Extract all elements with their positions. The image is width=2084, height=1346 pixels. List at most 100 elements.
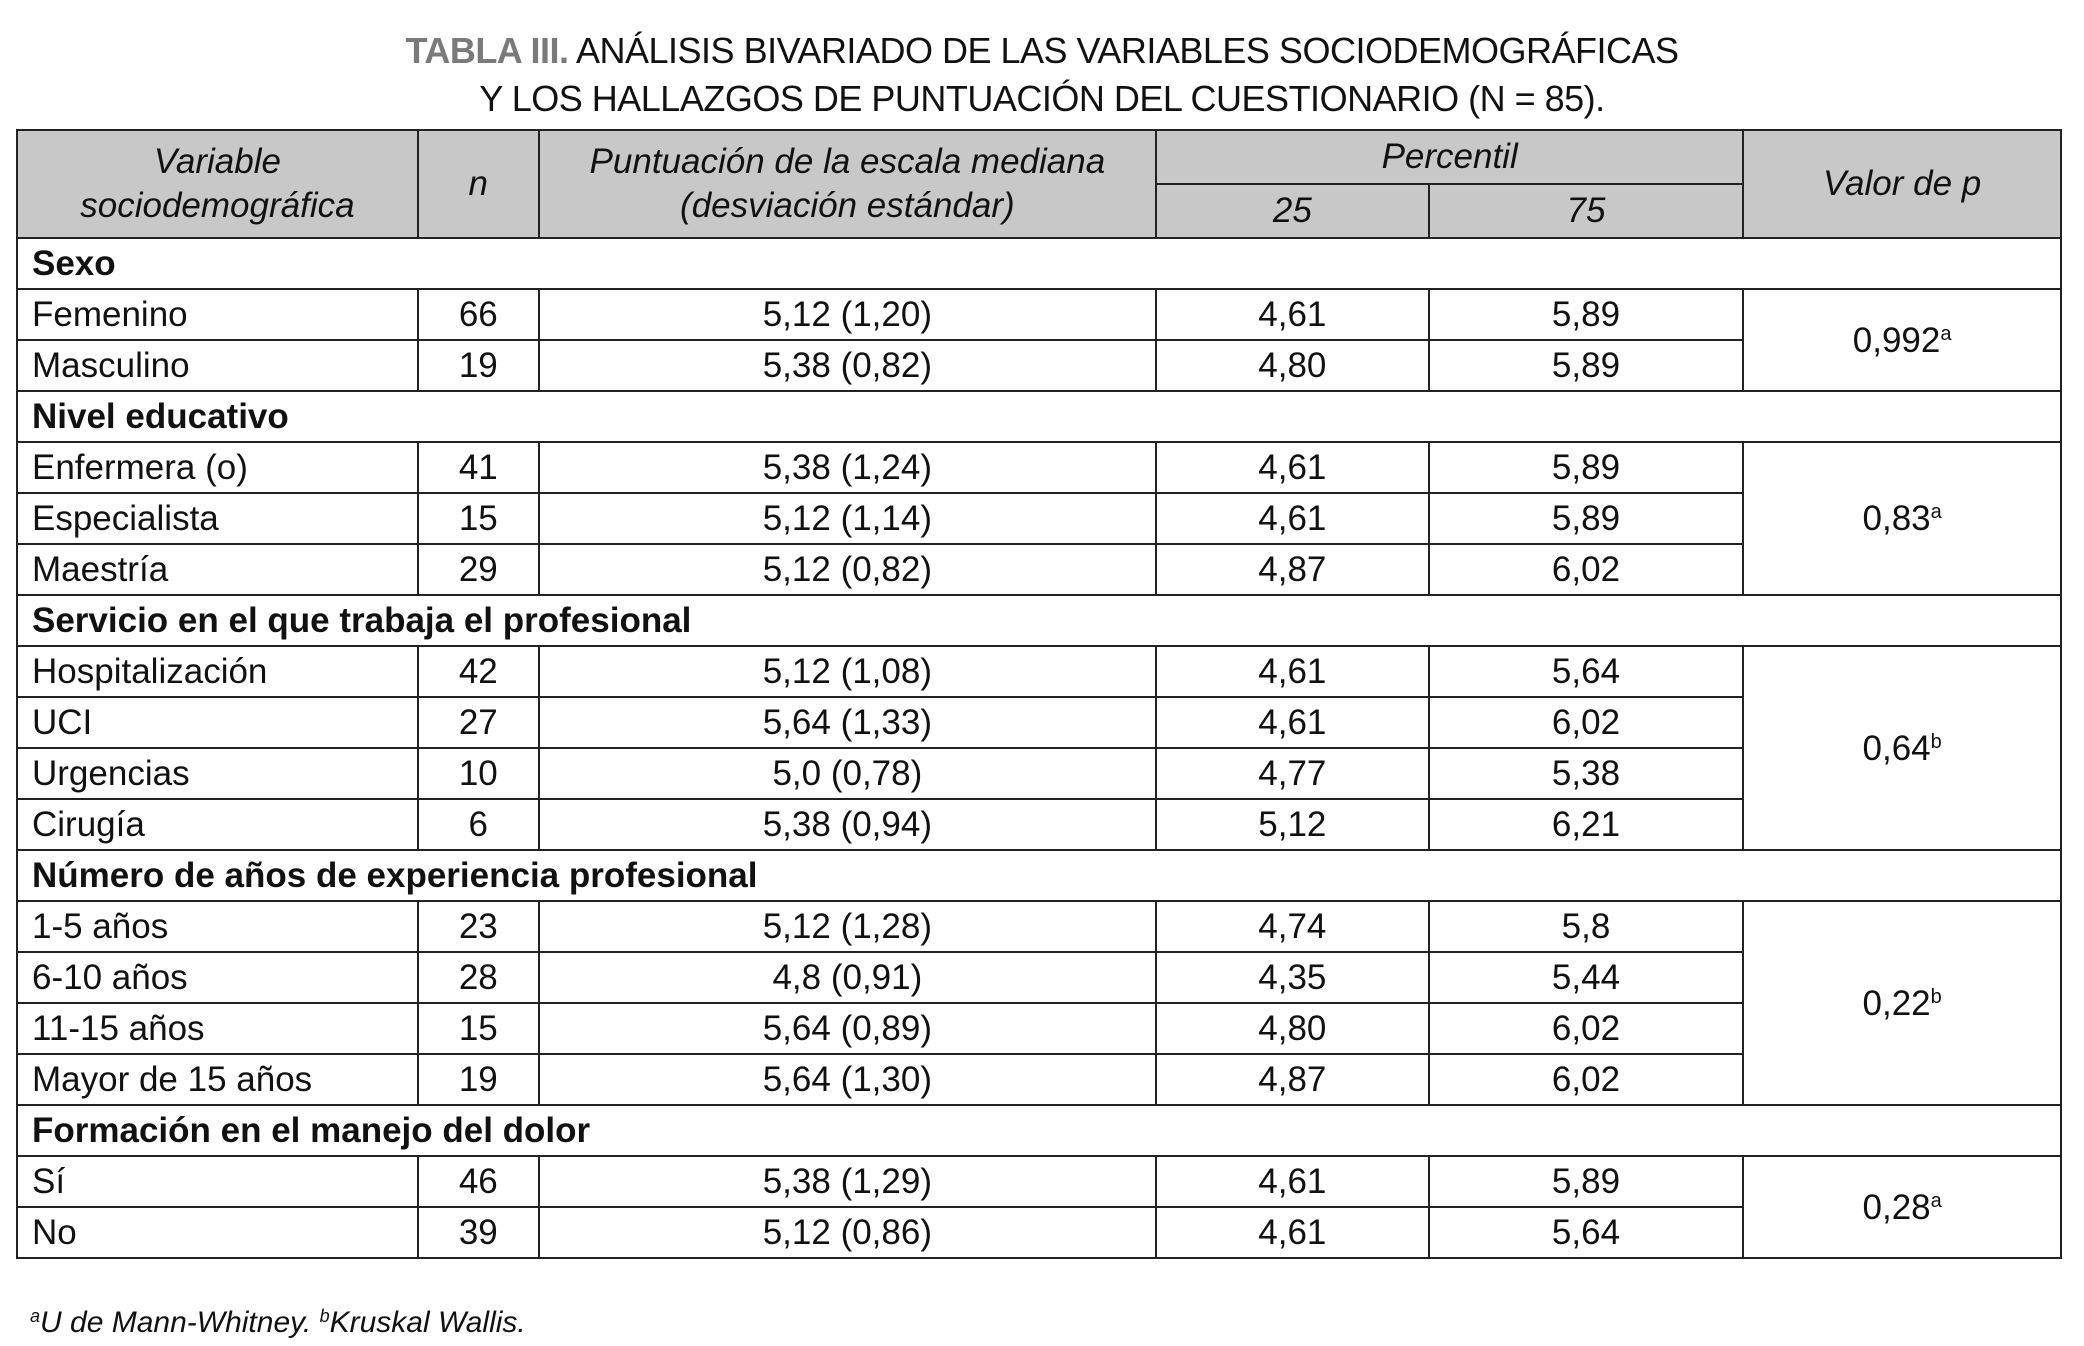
cell-p75: 6,02 (1427, 1053, 1745, 1106)
cell-p75: 5,8 (1427, 900, 1745, 953)
cell-n: 27 (416, 696, 540, 749)
cell-p75: 6,02 (1427, 543, 1745, 596)
cell-score: 5,38 (0,94) (537, 798, 1158, 851)
table-row: 11-15 años 15 5,64 (0,89) 4,80 6,02 (16, 1002, 2061, 1055)
data-table: Variable sociodemográfica n Puntuación d… (16, 129, 2062, 1259)
cell-n: 6 (416, 798, 540, 851)
cell-p25: 4,80 (1155, 339, 1430, 392)
table-row: Sí 46 5,38 (1,29) 4,61 5,89 0,28a (16, 1155, 2062, 1259)
cell-n: 23 (416, 900, 540, 953)
cell-p25: 4,35 (1155, 951, 1430, 1004)
cell-n: 15 (416, 1002, 540, 1055)
pvalue-text: 0,992 (1852, 320, 1941, 360)
cell-n: 28 (416, 951, 540, 1004)
cell-p25: 4,61 (1155, 1206, 1430, 1259)
cell-p75: 5,38 (1427, 747, 1745, 800)
cell-p25: 4,61 (1155, 492, 1430, 545)
pvalue-test-mark: a (1930, 1189, 1942, 1212)
cell-p75: 5,44 (1427, 951, 1745, 1004)
table-row: Maestría 29 5,12 (0,82) 4,87 6,02 (16, 543, 2061, 596)
cell-score: 5,12 (1,08) (537, 645, 1158, 698)
title-text: ANÁLISIS BIVARIADO DE LAS VARIABLES SOCI… (576, 30, 1679, 71)
cell-p75: 5,89 (1427, 441, 1745, 494)
header-variable: Variable sociodemográfica (16, 129, 419, 239)
cell-score: 5,12 (1,28) (537, 900, 1158, 953)
cell-score: 5,12 (0,86) (537, 1206, 1158, 1259)
cell-p75: 5,64 (1427, 1206, 1745, 1259)
cell-variable: UCI (16, 696, 419, 749)
footnote-a-mark: a (30, 1306, 41, 1326)
cell-n: 41 (416, 441, 540, 494)
pvalue-test-mark: a (1940, 322, 1952, 345)
cell-n: 39 (416, 1206, 540, 1259)
cell-p75: 6,02 (1427, 696, 1745, 749)
section-title: Nivel educativo (16, 390, 2062, 443)
cell-pvalue: 0,64b (1742, 645, 2062, 851)
header-score: Puntuación de la escala mediana (desviac… (537, 129, 1158, 239)
section-row: Nivel educativo (16, 390, 2062, 443)
cell-score: 5,12 (0,82) (537, 543, 1158, 596)
cell-variable: No (16, 1206, 419, 1259)
cell-variable: Urgencias (16, 747, 419, 800)
table-title-line1: TABLA III. ANÁLISIS BIVARIADO DE LAS VAR… (0, 28, 2084, 74)
footnote-b-mark: b (319, 1306, 330, 1326)
header-pvalue: Valor de p (1742, 129, 2062, 239)
table-row: Cirugía 6 5,38 (0,94) 5,12 6,21 (16, 798, 2061, 851)
section-title: Número de años de experiencia profesiona… (16, 849, 2062, 902)
cell-variable: Hospitalización (16, 645, 419, 698)
cell-p25: 4,74 (1155, 900, 1430, 953)
cell-score: 5,38 (1,24) (537, 441, 1158, 494)
cell-score: 5,64 (1,33) (537, 696, 1158, 749)
cell-p25: 4,61 (1155, 441, 1430, 494)
table-row: Enfermera (o) 41 5,38 (1,24) 4,61 5,89 0,83a (16, 441, 2062, 596)
cell-variable: Enfermera (o) (16, 441, 419, 494)
cell-n: 15 (416, 492, 540, 545)
header-p25: 25 (1155, 183, 1430, 239)
header-n: n (416, 129, 540, 239)
section-row: Número de años de experiencia profesiona… (16, 849, 2062, 902)
table-row: Mayor de 15 años 19 5,64 (1,30) 4,87 6,02 (16, 1053, 2061, 1106)
pvalue-test-mark: b (1930, 985, 1942, 1008)
pvalue-text: 0,22 (1862, 983, 1931, 1023)
pvalue-test-mark: b (1930, 730, 1942, 753)
cell-variable: Maestría (16, 543, 419, 596)
cell-pvalue: 0,992a (1742, 288, 2062, 392)
table-row: Hospitalización 42 5,12 (1,08) 4,61 5,64 0,64… (16, 645, 2062, 851)
cell-p75: 5,64 (1427, 645, 1745, 698)
header-p75: 75 (1427, 183, 1745, 239)
cell-pvalue: 0,83a (1742, 441, 2062, 596)
cell-n: 19 (416, 339, 540, 392)
cell-score: 5,64 (0,89) (537, 1002, 1158, 1055)
cell-p25: 4,61 (1155, 696, 1430, 749)
cell-p75: 5,89 (1427, 339, 1745, 392)
cell-score: 5,38 (1,29) (537, 1155, 1158, 1208)
cell-n: 46 (416, 1155, 540, 1208)
cell-p25: 4,61 (1155, 1155, 1430, 1208)
table-row: Masculino 19 5,38 (0,82) 4,80 5,89 (16, 339, 2061, 392)
section-title: Servicio en el que trabaja el profesiona… (16, 594, 2062, 647)
cell-score: 5,38 (0,82) (537, 339, 1158, 392)
section-row: Servicio en el que trabaja el profesiona… (16, 594, 2062, 647)
table-row: 6-10 años 28 4,8 (0,91) 4,35 5,44 (16, 951, 2061, 1004)
pvalue-test-mark: a (1930, 501, 1942, 523)
table-row: Especialista 15 5,12 (1,14) 4,61 5,89 (16, 492, 2061, 545)
pvalue-text: 0,83 (1862, 499, 1931, 538)
cell-p75: 5,89 (1427, 492, 1745, 545)
cell-p75: 6,02 (1427, 1002, 1745, 1055)
cell-score: 5,64 (1,30) (537, 1053, 1158, 1106)
cell-variable: Sí (16, 1155, 419, 1208)
section-row: Formación en el manejo del dolor (16, 1104, 2062, 1157)
cell-n: 19 (416, 1053, 540, 1106)
footnote-a: U de Mann-Whitney. (40, 1306, 312, 1339)
cell-n: 10 (416, 747, 540, 800)
cell-p25: 4,61 (1155, 288, 1430, 341)
cell-variable: Cirugía (16, 798, 419, 851)
table-row: UCI 27 5,64 (1,33) 4,61 6,02 (16, 696, 2061, 749)
table-row: Urgencias 10 5,0 (0,78) 4,77 5,38 (16, 747, 2061, 800)
section-row: Sexo (16, 237, 2062, 290)
section-title: Sexo (16, 237, 2062, 290)
cell-variable: Masculino (16, 339, 419, 392)
cell-n: 42 (416, 645, 540, 698)
table-label: TABLA III. (405, 30, 569, 71)
cell-p25: 4,77 (1155, 747, 1430, 800)
